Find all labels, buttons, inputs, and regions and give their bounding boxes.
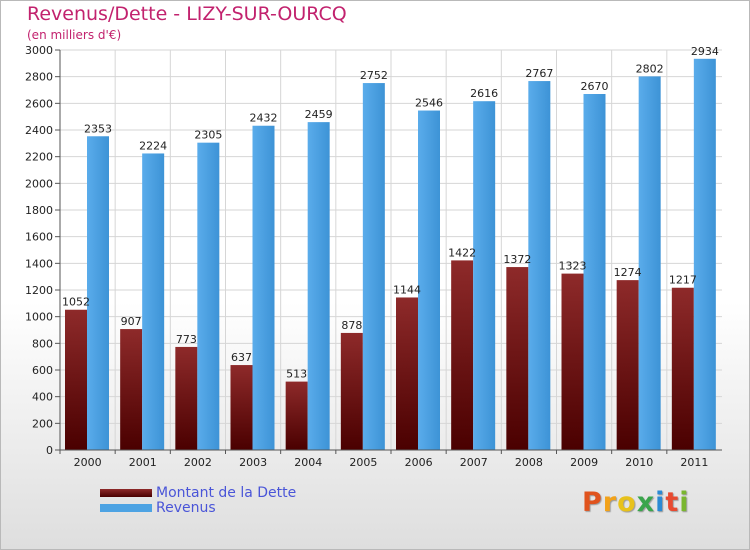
x-tick-label: 2011	[680, 456, 708, 469]
logo-letter: i	[679, 487, 690, 518]
bar-revenus	[307, 122, 330, 450]
bar-dette	[120, 329, 143, 450]
y-tick-label: 400	[32, 391, 53, 404]
y-tick-label: 800	[32, 337, 53, 350]
bars	[65, 58, 716, 451]
y-tick-label: 2000	[25, 177, 53, 190]
value-label-dette: 1422	[448, 246, 476, 259]
y-tick-label: 2800	[25, 71, 53, 84]
x-tick-label: 2007	[460, 456, 488, 469]
value-label-dette: 773	[176, 333, 197, 346]
bar-revenus	[693, 58, 716, 451]
bar-revenus	[362, 83, 385, 451]
y-tick-label: 1600	[25, 231, 53, 244]
value-label-dette: 907	[121, 315, 142, 328]
value-label-dette: 1372	[503, 253, 531, 266]
x-tick-label: 2006	[405, 456, 433, 469]
bar-revenus	[252, 125, 275, 450]
grid-lines	[60, 49, 722, 450]
legend-label-dette: Montant de la Dette	[156, 485, 297, 501]
bar-dette	[285, 381, 308, 450]
bar-dette	[340, 332, 363, 450]
value-label-revenus: 2546	[415, 97, 443, 110]
value-label-revenus: 2616	[470, 87, 498, 100]
value-label-dette: 1217	[669, 274, 697, 287]
y-tick-label: 1400	[25, 257, 53, 270]
value-label-revenus: 2353	[84, 122, 112, 135]
x-tick-label: 2005	[349, 456, 377, 469]
chart-subtitle: (en milliers d'€)	[27, 28, 122, 42]
logo-letter: t	[665, 487, 680, 518]
value-label-dette: 1323	[559, 260, 587, 273]
y-tick-label: 600	[32, 364, 53, 377]
y-tick-label: 0	[46, 444, 53, 457]
y-tick-label: 1000	[25, 311, 53, 324]
bar-revenus	[197, 142, 220, 450]
x-tick-label: 2003	[239, 456, 267, 469]
y-tick-label: 2600	[25, 97, 53, 110]
x-tick-label: 2001	[129, 456, 157, 469]
value-label-revenus: 2459	[305, 108, 333, 121]
value-label-dette: 1052	[62, 296, 90, 309]
y-tick-label: 200	[32, 417, 53, 430]
value-label-revenus: 2752	[360, 69, 388, 82]
value-labels: 1052 2353 907 2224 773 2305 637 2432 513 2459 878 2…	[62, 45, 719, 381]
bar-dette	[65, 309, 87, 450]
bar-revenus	[418, 110, 440, 451]
bar-revenus	[87, 136, 109, 450]
bar-revenus	[528, 81, 551, 451]
y-tick-label: 3000	[25, 44, 53, 57]
bar-dette	[561, 273, 584, 450]
value-label-revenus: 2767	[525, 67, 553, 80]
value-label-dette: 878	[341, 319, 362, 332]
proxiti-logo: Proxiti	[582, 487, 690, 518]
chart-title: Revenus/Dette - LIZY-SUR-OURCQ	[27, 3, 347, 25]
value-label-revenus: 2934	[691, 45, 719, 58]
bar-revenus	[638, 76, 661, 451]
bar-dette	[671, 287, 694, 450]
value-label-revenus: 2432	[250, 112, 278, 125]
legend-swatch-revenus	[100, 504, 152, 512]
bar-dette	[616, 280, 639, 450]
x-tick-label: 2002	[184, 456, 212, 469]
logo-letter: P	[582, 487, 603, 518]
y-tick-label: 1800	[25, 204, 53, 217]
legend-swatch-dette	[100, 489, 152, 497]
logo-letter: x	[636, 487, 656, 518]
value-label-dette: 1144	[393, 283, 421, 296]
bar-dette	[506, 267, 529, 450]
value-label-revenus: 2224	[139, 139, 167, 152]
bar-dette	[175, 346, 198, 450]
x-tick-label: 2000	[74, 456, 102, 469]
y-tick-label: 2400	[25, 124, 53, 137]
value-label-revenus: 2670	[581, 80, 609, 93]
x-tick-label: 2010	[625, 456, 653, 469]
value-label-revenus: 2305	[194, 129, 222, 142]
logo-letter: i	[655, 487, 666, 518]
legend-label-revenus: Revenus	[156, 500, 216, 516]
value-label-dette: 637	[231, 351, 252, 364]
x-tick-label: 2009	[570, 456, 598, 469]
y-tick-label: 2200	[25, 151, 53, 164]
y-tick-label: 1200	[25, 284, 53, 297]
axes: 0 200 400 600 800 1000 1200 1400 1600 1800 2000 220…	[25, 44, 722, 469]
logo-letter: r	[602, 487, 618, 518]
bar-dette	[451, 260, 474, 450]
bar-revenus	[142, 153, 165, 450]
value-label-dette: 513	[286, 368, 307, 381]
value-label-dette: 1274	[614, 266, 642, 279]
bar-dette	[396, 297, 418, 450]
bar-revenus	[473, 101, 496, 450]
bar-revenus	[583, 94, 606, 450]
value-label-revenus: 2802	[636, 62, 664, 75]
bar-dette	[230, 365, 253, 450]
logo-letter: o	[617, 487, 637, 518]
x-tick-label: 2004	[294, 456, 322, 469]
x-tick-label: 2008	[515, 456, 543, 469]
